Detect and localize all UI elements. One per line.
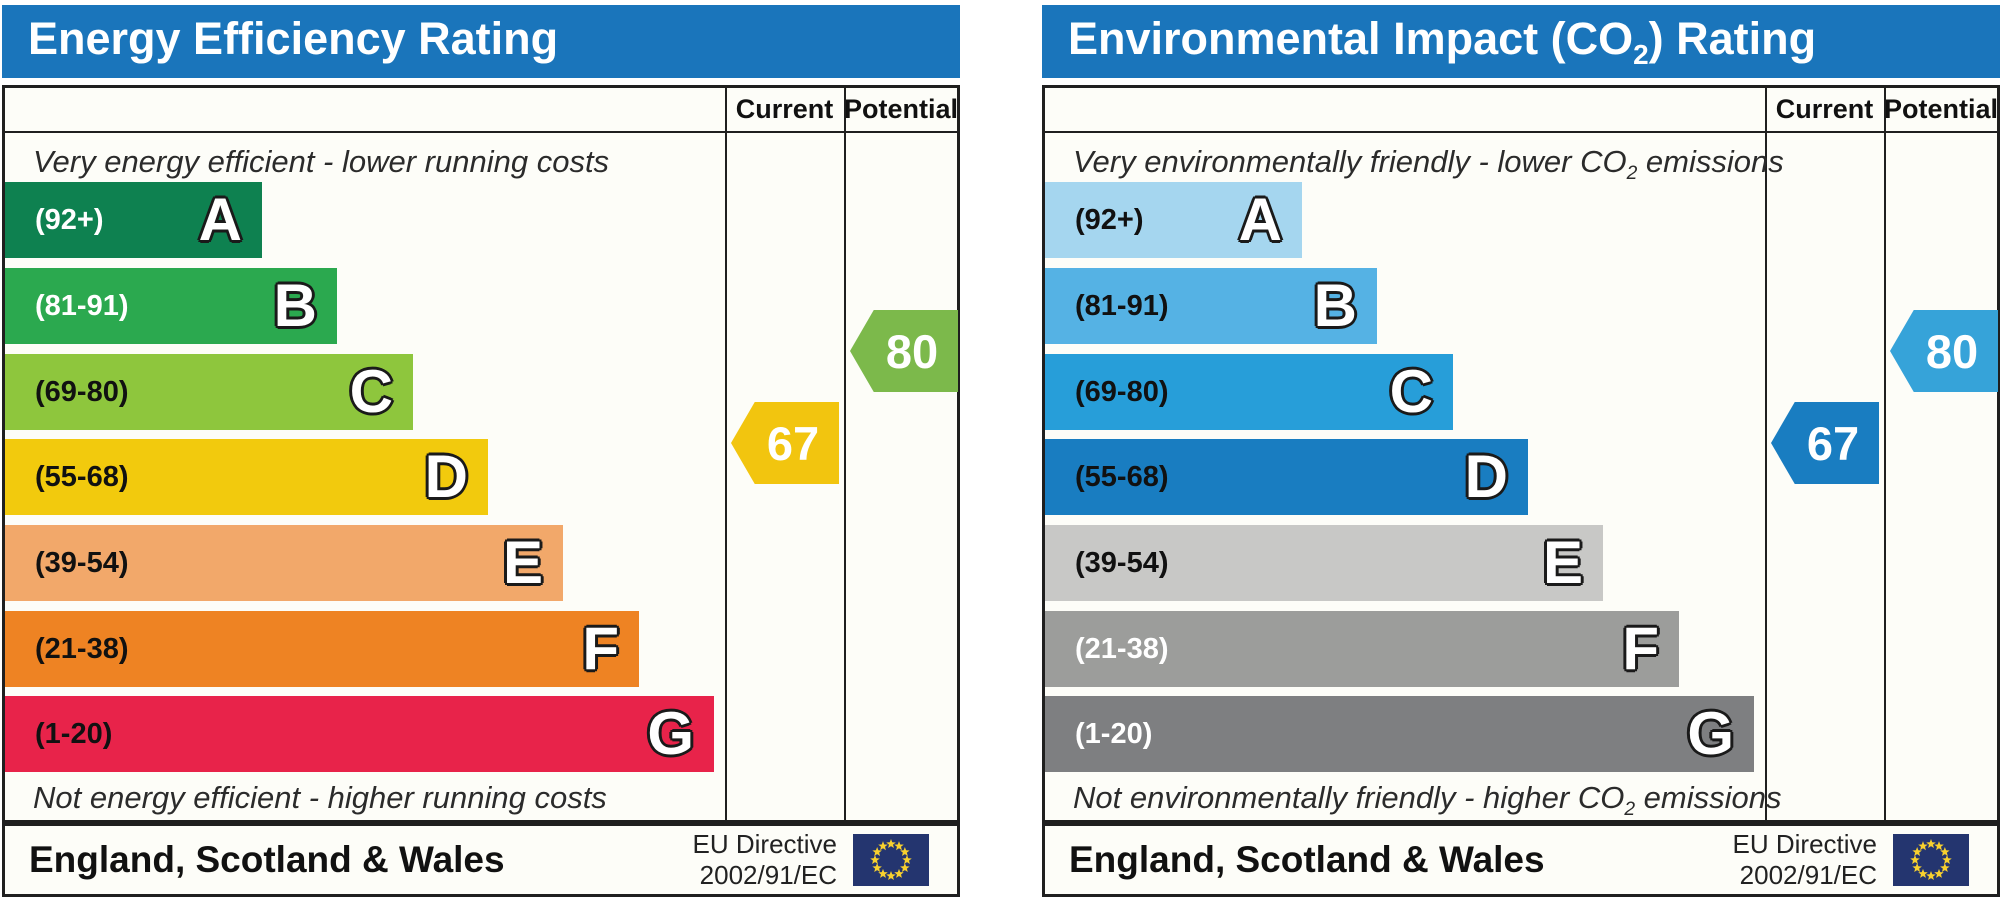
band-letter: F — [1622, 615, 1659, 682]
potential-column-header: Potential — [1884, 94, 1999, 124]
note-text: Very environmentally friendly - lower CO — [1073, 144, 1627, 179]
band-range-label: (55-68) — [35, 461, 129, 493]
band-letter: D — [424, 443, 468, 510]
co2-current-rating-value: 67 — [1806, 416, 1860, 470]
energy-potential-rating-arrow: 80 — [850, 310, 958, 392]
title-text: Energy Efficiency Rating — [28, 12, 559, 64]
note-text: Very energy efficient - lower running co… — [33, 144, 610, 179]
co2-title-bar: Environmental Impact (CO2) Rating — [1042, 5, 2000, 78]
band-range-label: (81-91) — [35, 290, 129, 322]
eu-directive-line2: 2002/91/EC — [1739, 860, 1877, 890]
co2-current-column: 67 — [1765, 88, 1884, 820]
energy-band-b: (81-91) B — [5, 268, 337, 344]
band-letter: A — [1238, 186, 1282, 253]
environmental-impact-chart: Environmental Impact (CO2) Rating 67 80 … — [1042, 0, 2000, 899]
energy-potential-rating-value: 80 — [885, 324, 939, 378]
energy-footer: England, Scotland & Wales EU Directive 2… — [2, 823, 960, 897]
current-column-header: Current — [1775, 94, 1874, 124]
co2-band-g: (1-20) G — [1045, 696, 1754, 772]
co2-top-note: Very environmentally friendly - lower CO… — [1073, 144, 1784, 185]
co2-current-rating-arrow: 67 — [1771, 402, 1879, 484]
energy-band-e: (39-54) E — [5, 525, 563, 601]
energy-potential-column: 80 — [844, 88, 958, 820]
eu-directive-line1: EU Directive — [1732, 828, 1877, 859]
eu-directive-label: EU Directive 2002/91/EC — [693, 829, 837, 891]
band-letter: G — [1687, 700, 1734, 767]
co2-footer: England, Scotland & Wales EU Directive 2… — [1042, 823, 2000, 897]
band-range-label: (1-20) — [35, 718, 113, 750]
band-range-label: (55-68) — [1075, 461, 1169, 493]
co2-band-b: (81-91) B — [1045, 268, 1377, 344]
note-subscript: 2 — [1624, 799, 1636, 821]
band-range-label: (69-80) — [1075, 376, 1169, 408]
co2-band-a: (92+) A — [1045, 182, 1302, 258]
note-text: Not energy efficient - higher running co… — [33, 780, 607, 815]
co2-band-d: (55-68) D — [1045, 439, 1528, 515]
co2-rating-table: 67 80 Current Potential Very environment… — [1042, 85, 2000, 823]
co2-potential-column: 80 — [1884, 88, 1998, 820]
band-letter: G — [647, 700, 694, 767]
band-range-label: (92+) — [1075, 204, 1144, 236]
current-column-header: Current — [735, 94, 834, 124]
band-letter: D — [1464, 443, 1508, 510]
region-label: England, Scotland & Wales — [29, 839, 505, 880]
energy-current-rating-value: 67 — [766, 416, 820, 470]
note-subscript: 2 — [1626, 163, 1638, 185]
energy-efficiency-chart: Energy Efficiency Rating 67 80 Current P… — [2, 0, 960, 899]
eu-directive-label: EU Directive 2002/91/EC — [1733, 829, 1877, 891]
band-letter: E — [502, 529, 543, 596]
co2-potential-rating-value: 80 — [1925, 324, 1979, 378]
co2-table-header-row: Current Potential — [1045, 88, 1999, 133]
energy-band-g: (1-20) G — [5, 696, 714, 772]
band-letter: F — [582, 615, 619, 682]
co2-chart-title: Environmental Impact (CO2) Rating — [1042, 13, 1816, 71]
energy-top-note: Very energy efficient - lower running co… — [33, 144, 609, 185]
eu-directive-line1: EU Directive — [692, 828, 837, 859]
potential-column-header: Potential — [844, 94, 959, 124]
eu-flag-icon — [1893, 834, 1969, 886]
co2-band-f: (21-38) F — [1045, 611, 1679, 687]
title-text-post: ) Rating — [1648, 12, 1817, 64]
energy-band-a: (92+) A — [5, 182, 262, 258]
energy-rating-table: 67 80 Current Potential Very energy effi… — [2, 85, 960, 823]
note-text: Not environmentally friendly - higher CO — [1073, 780, 1625, 815]
band-letter: C — [349, 358, 393, 425]
title-subscript: 2 — [1633, 38, 1649, 70]
band-range-label: (39-54) — [1075, 547, 1169, 579]
note-text-post: emissions — [1637, 144, 1784, 179]
region-label: England, Scotland & Wales — [1069, 839, 1545, 880]
band-range-label: (21-38) — [35, 633, 129, 665]
band-letter: B — [273, 272, 317, 339]
band-letter: A — [198, 186, 242, 253]
band-range-label: (39-54) — [35, 547, 129, 579]
note-text-post: emissions — [1635, 780, 1782, 815]
band-range-label: (21-38) — [1075, 633, 1169, 665]
energy-current-rating-arrow: 67 — [731, 402, 839, 484]
energy-current-column: 67 — [725, 88, 844, 820]
energy-bottom-note: Not energy efficient - higher running co… — [33, 780, 607, 821]
energy-band-c: (69-80) C — [5, 354, 413, 430]
co2-potential-rating-arrow: 80 — [1890, 310, 1998, 392]
band-range-label: (69-80) — [35, 376, 129, 408]
band-range-label: (1-20) — [1075, 718, 1153, 750]
band-range-label: (81-91) — [1075, 290, 1169, 322]
energy-chart-title: Energy Efficiency Rating — [2, 13, 558, 71]
band-letter: C — [1389, 358, 1433, 425]
eu-flag-icon — [853, 834, 929, 886]
band-range-label: (92+) — [35, 204, 104, 236]
energy-title-bar: Energy Efficiency Rating — [2, 5, 960, 78]
energy-table-header-row: Current Potential — [5, 88, 959, 133]
co2-band-c: (69-80) C — [1045, 354, 1453, 430]
co2-band-e: (39-54) E — [1045, 525, 1603, 601]
title-text: Environmental Impact (CO — [1068, 12, 1634, 64]
energy-band-f: (21-38) F — [5, 611, 639, 687]
band-letter: B — [1313, 272, 1357, 339]
eu-directive-line2: 2002/91/EC — [699, 860, 837, 890]
co2-bottom-note: Not environmentally friendly - higher CO… — [1073, 780, 1781, 821]
band-letter: E — [1542, 529, 1583, 596]
energy-band-d: (55-68) D — [5, 439, 488, 515]
